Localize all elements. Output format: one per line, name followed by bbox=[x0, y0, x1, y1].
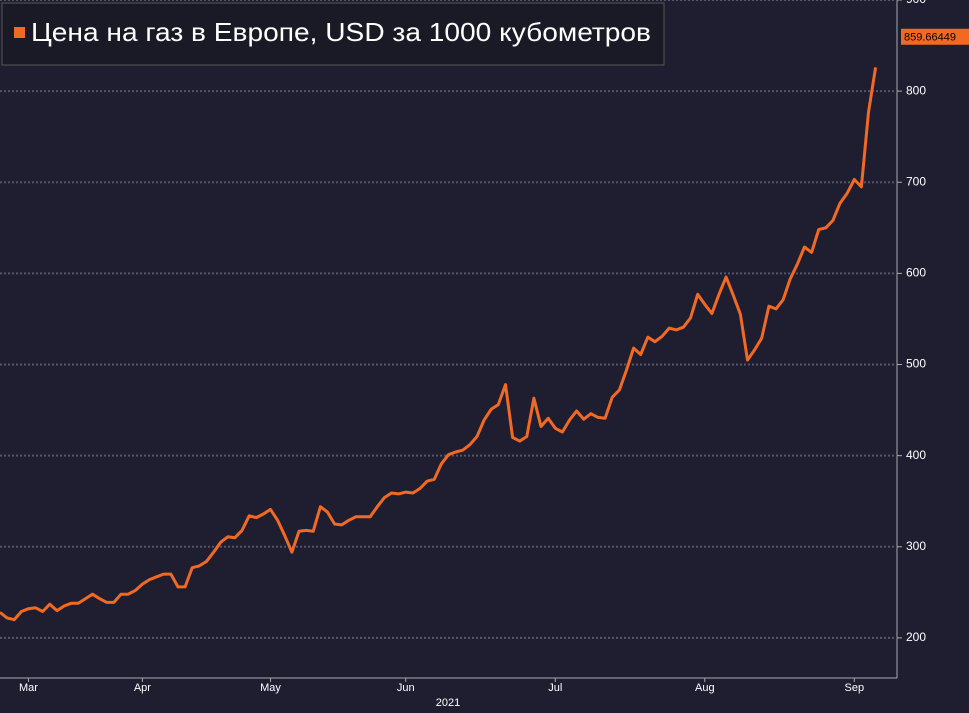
x-tick-label: Jun bbox=[397, 682, 415, 694]
y-tick-label: 900 bbox=[906, 0, 926, 6]
legend-box bbox=[1, 2, 665, 66]
y-tick-label: 300 bbox=[906, 539, 926, 553]
y-tick-label: 400 bbox=[906, 448, 926, 462]
last-value-label: 859.66449 bbox=[904, 32, 956, 44]
y-tick-label: 600 bbox=[906, 266, 926, 280]
y-tick-label: 800 bbox=[906, 83, 926, 97]
x-tick-label: Mar bbox=[19, 682, 38, 694]
x-tick-label: Apr bbox=[134, 682, 151, 694]
legend-swatch bbox=[14, 27, 25, 38]
y-tick-label: 500 bbox=[906, 357, 926, 371]
y-tick-label: 200 bbox=[906, 630, 926, 644]
x-tick-label: Jul bbox=[548, 682, 562, 694]
x-tick-label: Aug bbox=[695, 682, 715, 694]
line-series bbox=[0, 67, 878, 622]
plot bbox=[0, 0, 897, 639]
legend-label: Цена на газ в Европе, USD за 1000 кубоме… bbox=[31, 17, 651, 47]
last-value-box bbox=[901, 28, 969, 45]
x-tick-label: May bbox=[260, 682, 281, 694]
x-tick-label: Sep bbox=[844, 682, 864, 694]
y-tick-label: 700 bbox=[906, 174, 926, 188]
x-axis-label: 2021 bbox=[436, 697, 460, 709]
